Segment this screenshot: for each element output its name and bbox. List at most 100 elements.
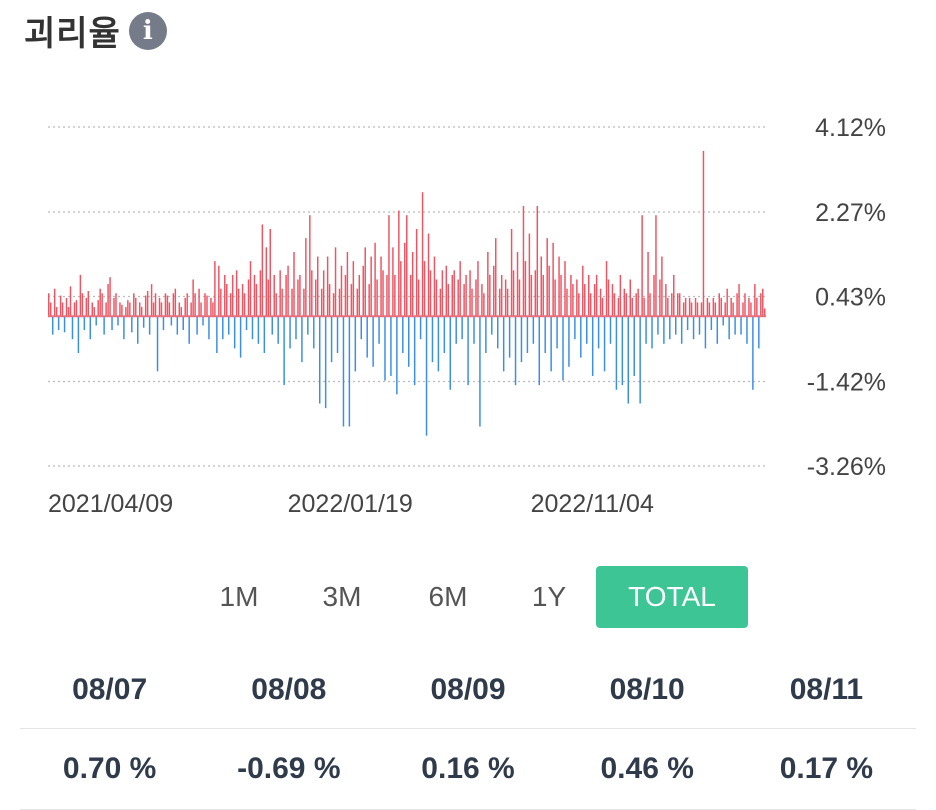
y-tick-label: 0.43%: [815, 284, 886, 312]
bar: [344, 274, 347, 317]
bar: [675, 316, 677, 335]
bar: [226, 284, 228, 317]
bar: [61, 302, 64, 317]
period-3m-button[interactable]: 3M: [322, 581, 362, 612]
bar: [388, 215, 390, 317]
bar: [194, 293, 196, 317]
bar: [690, 302, 693, 317]
bar: [526, 316, 529, 353]
bar: [115, 293, 117, 317]
bar: [253, 274, 256, 317]
bar: [182, 316, 184, 331]
bar: [348, 316, 351, 427]
bar: [113, 297, 115, 317]
bar: [277, 316, 279, 344]
bar: [334, 247, 337, 317]
bar: [71, 316, 74, 340]
info-icon[interactable]: i: [128, 11, 167, 50]
bar: [550, 316, 552, 372]
bar: [235, 270, 238, 317]
bar: [572, 284, 574, 317]
value-cell: 0.46 %: [600, 752, 694, 785]
bar: [362, 265, 364, 317]
bar: [135, 297, 137, 317]
period-1m-button[interactable]: 1M: [219, 581, 259, 612]
bar: [738, 284, 740, 317]
bar: [263, 316, 266, 353]
bar: [190, 302, 192, 317]
bar: [330, 316, 333, 363]
bar: [354, 316, 357, 372]
bar: [293, 251, 295, 317]
bar: [138, 302, 141, 317]
bar: [427, 233, 430, 317]
bar: [83, 316, 86, 331]
bar: [720, 297, 722, 317]
bar: [506, 288, 509, 317]
bar: [469, 270, 471, 317]
bar: [117, 316, 119, 326]
bar: [461, 316, 463, 340]
bar: [261, 224, 264, 317]
bar: [510, 228, 513, 317]
bar: [382, 270, 384, 317]
bar: [200, 302, 202, 317]
bar: [631, 297, 633, 317]
bar: [605, 261, 608, 317]
bar: [125, 307, 127, 317]
bar: [305, 238, 307, 317]
bar: [233, 316, 236, 349]
bar: [489, 274, 491, 317]
bar: [708, 302, 711, 317]
bar: [728, 316, 730, 340]
bar: [291, 288, 293, 317]
bar: [176, 316, 179, 335]
bar: [599, 288, 602, 317]
bar: [297, 279, 299, 317]
bar: [760, 293, 762, 317]
bar: [160, 302, 163, 317]
bar: [338, 288, 341, 317]
bar: [758, 316, 760, 349]
bar: [676, 293, 679, 317]
bar: [105, 302, 107, 317]
bar: [311, 270, 313, 317]
bar: [629, 279, 631, 317]
bar: [635, 293, 637, 317]
bar: [643, 297, 645, 317]
bar: [180, 307, 182, 317]
bar: [417, 279, 420, 317]
bar: [142, 316, 145, 328]
bar: [611, 284, 614, 317]
bar: [368, 284, 370, 317]
bar: [287, 265, 289, 317]
bar: [520, 316, 523, 363]
bar: [77, 316, 80, 353]
bar: [481, 284, 483, 317]
bar: [508, 316, 511, 358]
bar: [299, 274, 301, 317]
x-tick-label: 2021/04/09: [48, 490, 173, 518]
bar: [326, 256, 329, 317]
bar: [192, 279, 194, 317]
table-row-dates: 08/07 08/08 08/09 08/10 08/11: [20, 650, 916, 729]
bar: [586, 316, 588, 344]
bar: [131, 316, 133, 333]
bar: [493, 265, 495, 317]
bar: [663, 316, 665, 344]
period-1y-button[interactable]: 1Y: [531, 581, 567, 612]
zero-line: [48, 315, 766, 318]
date-cell: 08/09: [430, 673, 506, 706]
period-6m-button[interactable]: 6M: [428, 581, 468, 612]
y-tick-label: -1.42%: [807, 368, 886, 396]
bar: [87, 290, 90, 317]
page-title: 괴리율: [24, 14, 121, 54]
bar: [429, 270, 432, 317]
bar: [303, 288, 305, 317]
bar: [684, 297, 687, 317]
bar: [627, 316, 630, 404]
bar: [534, 270, 537, 317]
bar: [734, 316, 736, 335]
bar: [595, 274, 598, 317]
period-total-button[interactable]: TOTAL: [596, 566, 748, 628]
